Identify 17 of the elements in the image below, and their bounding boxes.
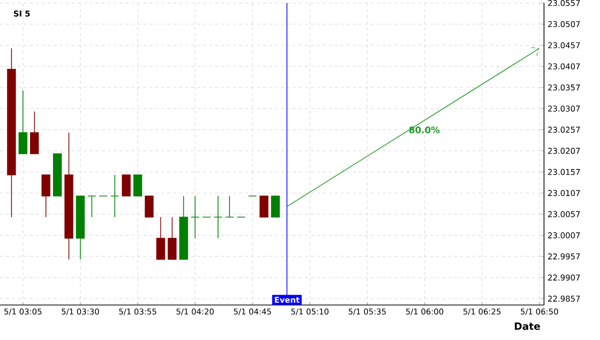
candlestick [225, 196, 234, 218]
candlestick [260, 196, 268, 218]
candlestick [190, 196, 200, 239]
candlestick [30, 111, 39, 154]
candlestick [156, 216, 166, 260]
candlestick [214, 196, 222, 239]
candlestick [168, 216, 177, 260]
candlestick [122, 174, 131, 196]
candlestick [144, 196, 154, 218]
candlestick [18, 90, 28, 154]
candlestick [110, 174, 120, 218]
candlestick [271, 196, 280, 218]
x-axis-title: Date [514, 322, 540, 330]
candlestick [87, 196, 96, 218]
candlestick [133, 174, 142, 196]
candlestick [42, 174, 50, 218]
annotation: 80.0% [409, 126, 440, 134]
